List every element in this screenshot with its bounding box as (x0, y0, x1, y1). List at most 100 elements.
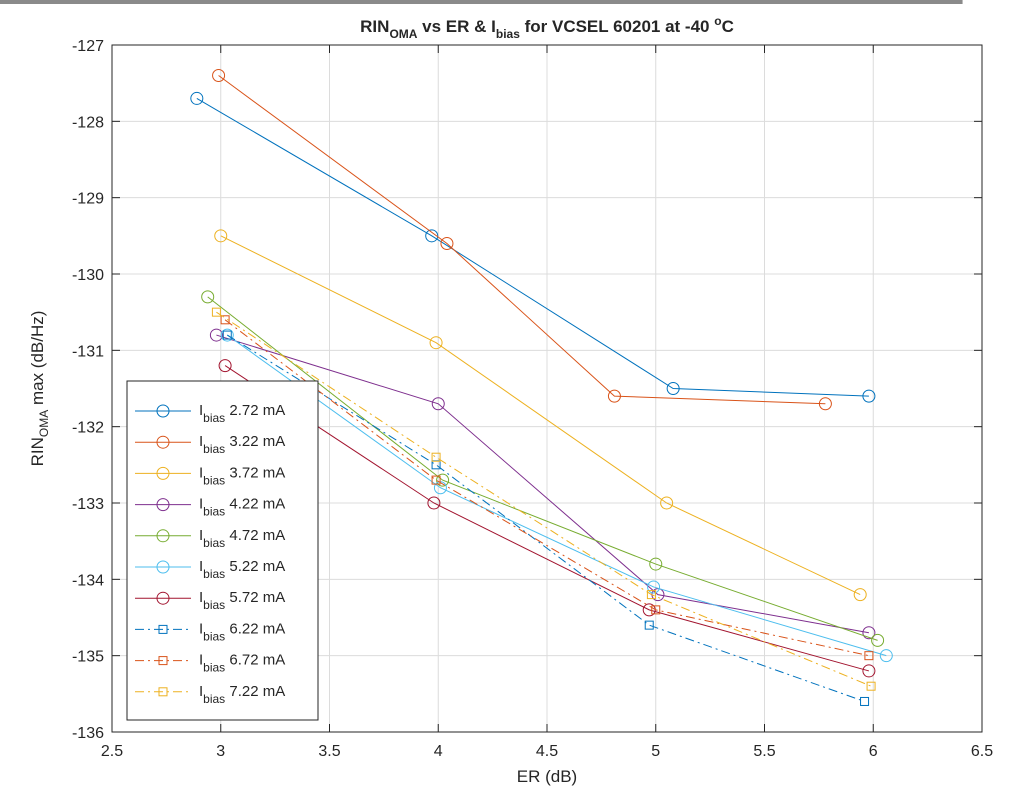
legend-entry: Ibias 6.22 mA (135, 620, 285, 643)
x-tick-label: 2.5 (101, 743, 123, 760)
series-layer (190, 69, 893, 706)
x-tick-label: 3 (216, 743, 225, 760)
data-point (666, 382, 680, 395)
legend-label: Ibias 6.22 mA (199, 620, 285, 643)
data-point (649, 557, 663, 571)
y-tick-label: -132 (72, 420, 104, 437)
legend-label: Ibias 2.72 mA (199, 402, 285, 425)
data-point (222, 330, 232, 340)
x-tick-label: 5 (651, 743, 660, 760)
x-tick-label: 6.5 (971, 743, 993, 760)
data-point (866, 681, 876, 691)
data-point (647, 580, 661, 594)
title-sup-degree: o (714, 14, 721, 28)
series-1 (212, 69, 832, 411)
title-part-vs: vs ER & I (417, 17, 495, 36)
legend-marker (156, 466, 170, 480)
series-3 (209, 328, 876, 640)
series-line (224, 319, 870, 657)
legend-label: Ibias 3.72 mA (199, 464, 285, 487)
legend-marker (156, 529, 170, 543)
series-6 (218, 359, 876, 678)
legend-label: Ibias 5.22 mA (199, 558, 285, 581)
y-axis-label: RINOMA max (dB/Hz) (28, 311, 51, 467)
data-point (201, 290, 215, 304)
legend-entry: Ibias 4.22 mA (135, 496, 285, 519)
series-line (226, 334, 887, 657)
data-point (214, 229, 228, 243)
data-point (220, 315, 230, 325)
legend-entry: Ibias 4.72 mA (135, 527, 285, 550)
y-tick-label: -133 (72, 496, 104, 513)
x-tick-label: 5.5 (753, 743, 775, 760)
x-tick-label: 3.5 (318, 743, 340, 760)
data-point (431, 397, 445, 411)
legend-label: Ibias 3.22 mA (199, 433, 285, 456)
data-point (879, 649, 893, 663)
series-2 (214, 229, 867, 602)
title-part-device: for VCSEL 60201 at -40 (520, 17, 714, 36)
data-point (871, 633, 885, 647)
series-0 (190, 91, 876, 403)
series-line (196, 98, 869, 397)
data-point (862, 664, 876, 678)
y-label-main: RIN (28, 437, 47, 466)
series-line (220, 235, 861, 596)
series-line (227, 334, 865, 702)
x-tick-label: 6 (869, 743, 878, 760)
data-point (429, 336, 443, 350)
legend-entry: Ibias 5.72 mA (135, 589, 285, 612)
legend-label: Ibias 6.72 mA (199, 652, 285, 675)
legend-entry: Ibias 7.22 mA (135, 683, 285, 706)
y-tick-label: -129 (72, 191, 104, 208)
legend-label: Ibias 4.22 mA (199, 496, 285, 519)
legend-entry: Ibias 2.72 mA (135, 402, 285, 425)
data-point (818, 397, 832, 411)
legend-marker (158, 687, 168, 697)
y-tick-label: -128 (72, 114, 104, 131)
data-point (660, 496, 674, 510)
data-point (431, 475, 441, 485)
legend-entry: Ibias 3.72 mA (135, 464, 285, 487)
y-tick-label: -134 (72, 572, 104, 589)
y-tick-label: -135 (72, 649, 104, 666)
y-tick-label: -127 (72, 38, 104, 55)
legend-marker (158, 624, 168, 634)
x-tick-label: 4 (434, 743, 443, 760)
data-point (607, 389, 621, 403)
series-line (207, 296, 878, 641)
y-label-rest: max (dB/Hz) (28, 311, 47, 410)
data-point (212, 69, 226, 83)
window-top-border (0, 0, 1020, 4)
legend-entry: Ibias 5.22 mA (135, 558, 285, 581)
legend-label: Ibias 4.72 mA (199, 527, 285, 550)
data-point (427, 496, 441, 510)
chart-title: RINOMA vs ER & Ibias for VCSEL 60201 at … (360, 14, 734, 41)
series-line (218, 75, 826, 405)
data-point (644, 620, 654, 630)
data-point (431, 452, 441, 462)
x-axis-label: ER (dB) (517, 767, 577, 786)
series-4 (201, 290, 885, 647)
data-point (646, 590, 656, 600)
data-point (220, 328, 234, 342)
legend-label: Ibias 7.22 mA (199, 683, 285, 706)
y-label-sub: OMA (37, 410, 51, 437)
data-point (211, 307, 221, 317)
title-part-celsius: C (722, 17, 734, 36)
data-point (853, 588, 867, 602)
x-tick-label: 4.5 (536, 743, 558, 760)
title-part-rin: RIN (360, 17, 389, 36)
title-sub-bias: bias (496, 27, 520, 41)
legend-marker (156, 435, 170, 449)
data-point (218, 359, 232, 373)
data-point (651, 605, 661, 615)
data-point (862, 626, 876, 640)
legend-label: Ibias 5.72 mA (199, 589, 285, 612)
legend-entry: Ibias 6.72 mA (135, 652, 285, 675)
data-point (190, 91, 204, 105)
legend-marker (158, 656, 168, 666)
series-8 (220, 315, 874, 661)
data-point (425, 229, 439, 243)
